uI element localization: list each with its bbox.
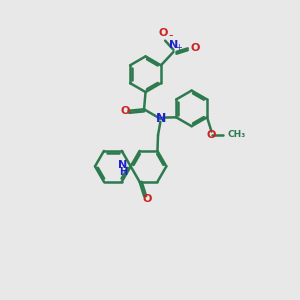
Text: H: H (119, 167, 127, 177)
Text: +: + (175, 43, 182, 52)
Text: N: N (118, 160, 127, 170)
Text: N: N (156, 112, 166, 125)
Text: O: O (120, 106, 130, 116)
Text: O: O (142, 194, 152, 204)
Text: O: O (191, 44, 200, 53)
Text: CH₃: CH₃ (228, 130, 246, 139)
Text: N: N (169, 40, 178, 50)
Text: -: - (168, 29, 173, 42)
Text: O: O (207, 130, 216, 140)
Text: O: O (159, 28, 168, 38)
